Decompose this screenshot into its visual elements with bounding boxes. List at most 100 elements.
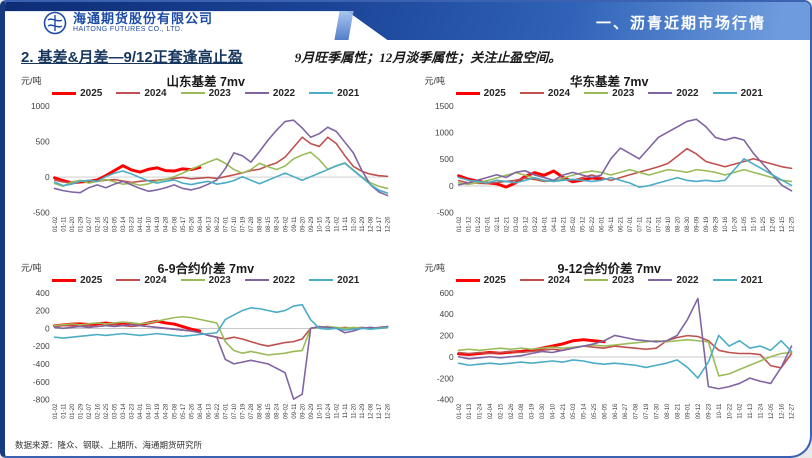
- svg-text:01-20: 01-20: [69, 216, 76, 232]
- svg-text:04-28: 04-28: [163, 403, 170, 419]
- svg-text:12-17: 12-17: [376, 216, 383, 232]
- svg-text:03-08: 03-08: [518, 403, 525, 419]
- svg-text:600: 600: [439, 288, 453, 298]
- svg-text:08-21: 08-21: [674, 403, 681, 419]
- svg-text:09-19: 09-19: [703, 216, 710, 232]
- svg-text:06-27: 06-27: [622, 403, 629, 419]
- data-source-note: 数据来源：隆众、钢联、上期所、海通期货研究所: [15, 440, 203, 450]
- legend-swatch: [244, 92, 269, 94]
- svg-text:-600: -600: [33, 377, 50, 387]
- legend-label: 2024: [144, 274, 167, 286]
- svg-text:07-10: 07-10: [231, 403, 238, 419]
- chart-title: 6-9合约价差 7mv: [157, 262, 255, 277]
- svg-text:06-22: 06-22: [214, 216, 221, 232]
- svg-text:06-16: 06-16: [611, 403, 618, 419]
- svg-text:12-05: 12-05: [767, 403, 774, 419]
- svg-text:07-19: 07-19: [240, 403, 247, 419]
- section-title: 一、沥青近期市场行情: [595, 15, 766, 32]
- svg-text:07-19: 07-19: [643, 403, 650, 419]
- svg-text:03-30: 03-30: [538, 403, 545, 419]
- legend-label: 2022: [272, 87, 296, 99]
- headline-row: 2. 基差&月差—9/12正套逢高止盈 9月旺季属性；12月淡季属性；关注止盈空…: [5, 40, 810, 67]
- svg-text:07-31: 07-31: [655, 216, 662, 232]
- svg-text:11-24: 11-24: [757, 403, 764, 419]
- legend-swatch: [180, 92, 205, 94]
- svg-text:07-21: 07-21: [646, 216, 653, 232]
- svg-text:06-11: 06-11: [607, 216, 614, 232]
- chart-title: 华东基差 7mv: [570, 75, 649, 89]
- legend-label: 2023: [612, 274, 635, 286]
- svg-text:02-25: 02-25: [103, 403, 110, 419]
- legend-swatch: [712, 92, 737, 94]
- svg-text:04-19: 04-19: [154, 216, 161, 232]
- svg-text:03-19: 03-19: [528, 403, 535, 419]
- svg-text:05-02: 05-02: [569, 216, 576, 232]
- chart-head: 元/吨 6-9合约价差 7mv: [19, 258, 393, 276]
- svg-text:09-29: 09-29: [712, 216, 719, 232]
- svg-text:01-02: 01-02: [455, 216, 462, 232]
- chart-plot-area: 400 200 0 -200 -400 -600 -800 01-02 01-11 01-20 01…: [19, 287, 393, 443]
- svg-text:06-01: 06-01: [598, 216, 605, 232]
- legend-item-2025: 2025: [52, 88, 102, 99]
- legend-label: 2023: [612, 87, 635, 99]
- svg-text:11-11: 11-11: [342, 216, 349, 231]
- chart-head: 元/吨 9-12合约价差 7mv: [423, 258, 797, 276]
- svg-text:07-01: 07-01: [626, 216, 633, 232]
- svg-text:06-13: 06-13: [205, 216, 212, 232]
- chart-huadong-basis: 元/吨 华东基差 7mv 2025 2024 2023 2022 2021 1500 10…: [423, 71, 797, 256]
- svg-text:10-24: 10-24: [325, 403, 332, 419]
- svg-text:01-11: 01-11: [60, 403, 67, 419]
- svg-text:04-01: 04-01: [137, 403, 144, 419]
- svg-text:03-12: 03-12: [522, 216, 529, 232]
- legend-item-2025: 2025: [455, 88, 506, 99]
- chart-9-12-spread: 元/吨 9-12合约价差 7mv 2025 2024 2023 2022 2021 60…: [423, 258, 797, 443]
- svg-text:04-10: 04-10: [549, 403, 556, 419]
- svg-text:05-25: 05-25: [591, 403, 598, 419]
- legend-swatch: [648, 92, 673, 94]
- svg-text:08-06: 08-06: [257, 216, 264, 232]
- svg-text:05-17: 05-17: [180, 403, 187, 419]
- legend-swatch: [180, 279, 205, 282]
- svg-text:01-13: 01-13: [466, 403, 473, 419]
- svg-text:07-01: 07-01: [223, 403, 230, 419]
- svg-text:05-17: 05-17: [180, 216, 187, 232]
- svg-text:07-10: 07-10: [231, 216, 238, 232]
- svg-text:08-15: 08-15: [265, 216, 272, 232]
- svg-text:02-07: 02-07: [86, 403, 93, 419]
- svg-text:01-29: 01-29: [77, 216, 84, 232]
- svg-text:11-13: 11-13: [747, 403, 754, 419]
- svg-text:08-10: 08-10: [665, 216, 672, 232]
- legend-label: 2024: [547, 274, 571, 286]
- legend-item-2024: 2024: [116, 88, 167, 99]
- legend-item-2023: 2023: [584, 275, 634, 286]
- legend-swatch: [584, 279, 609, 282]
- svg-text:11-02: 11-02: [333, 216, 340, 232]
- legend-swatch: [519, 92, 544, 94]
- company-name-cn: 海通期货股份有限公司: [73, 11, 214, 26]
- svg-text:12-26: 12-26: [385, 403, 392, 419]
- chart-plot-area: 1500 1000 500 0 -500 01-02 01-12 01-22 02-01 02-1…: [423, 100, 797, 256]
- svg-text:03-14: 03-14: [120, 403, 127, 419]
- svg-text:12-15: 12-15: [779, 216, 786, 232]
- svg-text:1000: 1000: [31, 101, 50, 111]
- svg-text:200: 200: [439, 331, 453, 341]
- svg-text:06-05: 06-05: [601, 403, 608, 419]
- legend-label: 2021: [337, 87, 360, 99]
- company-logo-block: 海通期货股份有限公司 HAITONG FUTURES CO., LTD.: [43, 11, 213, 35]
- svg-text:11-02: 11-02: [736, 403, 743, 419]
- svg-text:08-24: 08-24: [274, 403, 281, 419]
- svg-text:09-29: 09-29: [308, 216, 315, 232]
- legend-item-2021: 2021: [309, 275, 359, 286]
- svg-text:07-28: 07-28: [248, 216, 255, 232]
- svg-text:11-15: 11-15: [750, 216, 757, 232]
- svg-text:01-29: 01-29: [77, 403, 84, 419]
- svg-text:09-09: 09-09: [693, 216, 700, 232]
- svg-text:07-01: 07-01: [223, 216, 230, 232]
- svg-text:1500: 1500: [435, 101, 454, 111]
- svg-text:11-25: 11-25: [760, 216, 767, 232]
- legend-item-2024: 2024: [519, 88, 570, 99]
- legend-item-2025: 2025: [455, 275, 506, 286]
- svg-text:10-22: 10-22: [726, 403, 733, 419]
